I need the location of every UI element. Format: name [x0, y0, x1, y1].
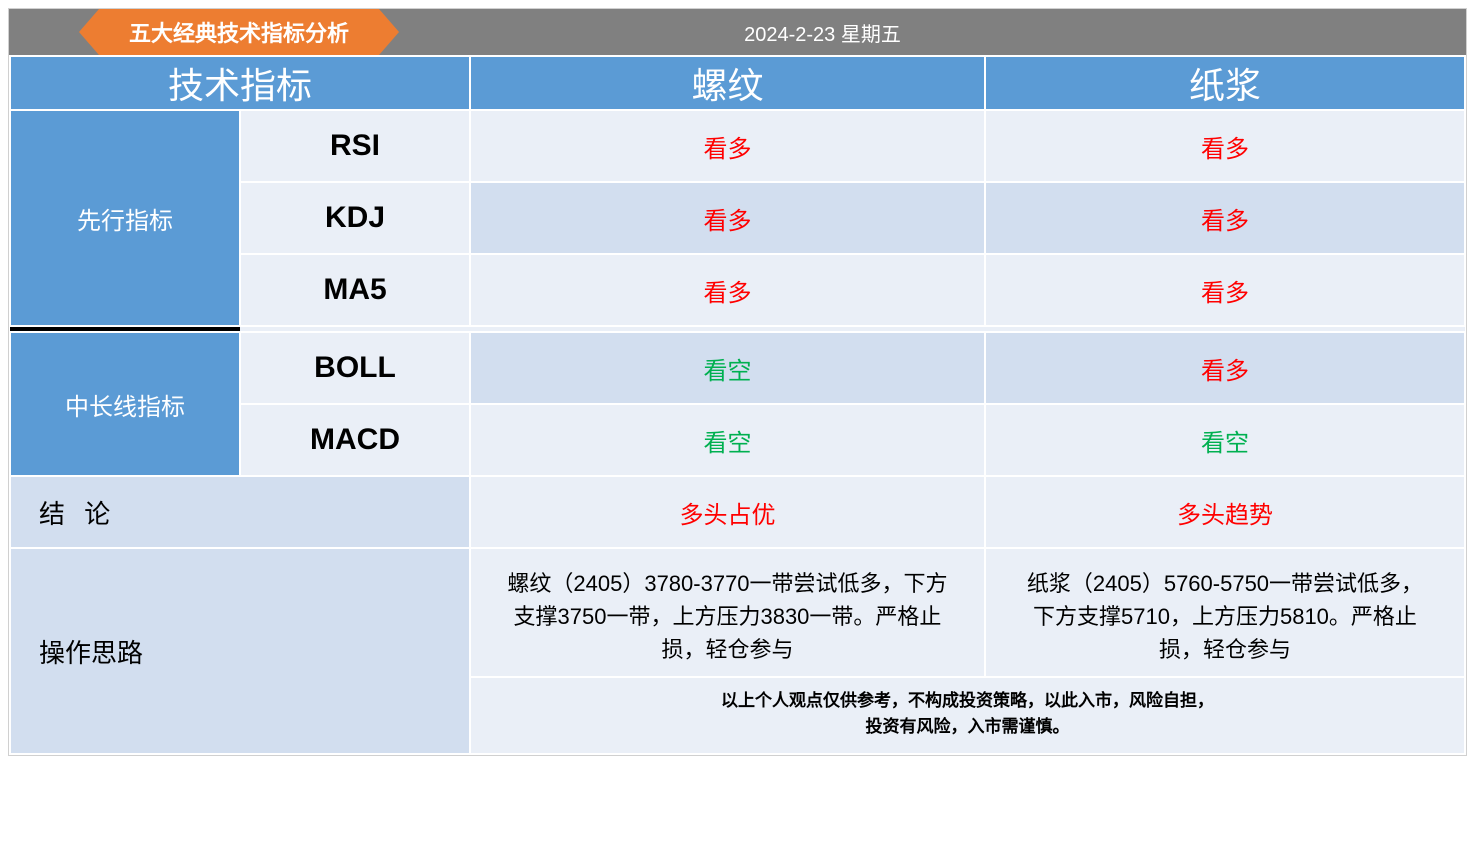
ma5-col1: 看多 [470, 254, 985, 326]
ma5-col2: 看多 [985, 254, 1465, 326]
strategy-col1: 螺纹（2405）3780-3770一带尝试低多，下方支撑3750一带，上方压力3… [470, 548, 985, 677]
boll-col2: 看多 [985, 332, 1465, 404]
rsi-col1: 看多 [470, 110, 985, 182]
header-date: 2024-2-23 星期五 [379, 9, 1466, 55]
indicator-ma5: MA5 [240, 254, 470, 326]
indicator-boll: BOLL [240, 332, 470, 404]
conclusion-col1: 多头占优 [470, 476, 985, 548]
group-midlong: 中长线指标 [10, 332, 240, 476]
indicator-macd: MACD [240, 404, 470, 476]
column-header-row: 技术指标 螺纹 纸浆 [10, 56, 1465, 110]
kdj-col1: 看多 [470, 182, 985, 254]
row-boll: 中长线指标 BOLL 看空 看多 [10, 332, 1465, 404]
rsi-col2: 看多 [985, 110, 1465, 182]
title-badge: 五大经典技术指标分析 [99, 9, 379, 55]
group-leading: 先行指标 [10, 110, 240, 326]
macd-col1: 看空 [470, 404, 985, 476]
analysis-table: 技术指标 螺纹 纸浆 先行指标 RSI 看多 看多 KDJ 看多 看多 MA5 … [9, 55, 1466, 755]
row-rsi: 先行指标 RSI 看多 看多 [10, 110, 1465, 182]
col-header-product2: 纸浆 [985, 56, 1465, 110]
indicator-rsi: RSI [240, 110, 470, 182]
col-header-indicator: 技术指标 [10, 56, 470, 110]
boll-col1: 看空 [470, 332, 985, 404]
conclusion-label: 结 论 [10, 476, 470, 548]
disclaimer-cell: 以上个人观点仅供参考，不构成投资策略，以此入市，风险自担， 投资有风险，入市需谨… [470, 677, 1465, 754]
macd-col2: 看空 [985, 404, 1465, 476]
strategy-label: 操作思路 [10, 548, 470, 754]
col-header-product1: 螺纹 [470, 56, 985, 110]
strategy-col2: 纸浆（2405）5760-5750一带尝试低多，下方支撑5710，上方压力581… [985, 548, 1465, 677]
indicator-kdj: KDJ [240, 182, 470, 254]
row-conclusion: 结 论 多头占优 多头趋势 [10, 476, 1465, 548]
conclusion-col2: 多头趋势 [985, 476, 1465, 548]
report-container: 五大经典技术指标分析 2024-2-23 星期五 技术指标 螺纹 纸浆 先行指标… [8, 8, 1467, 756]
disclaimer-line2: 投资有风险，入市需谨慎。 [866, 717, 1070, 736]
header-bar: 五大经典技术指标分析 2024-2-23 星期五 [9, 9, 1466, 55]
kdj-col2: 看多 [985, 182, 1465, 254]
title-text: 五大经典技术指标分析 [129, 16, 349, 48]
disclaimer-line1: 以上个人观点仅供参考，不构成投资策略，以此入市，风险自担， [721, 691, 1214, 710]
row-strategy: 操作思路 螺纹（2405）3780-3770一带尝试低多，下方支撑3750一带，… [10, 548, 1465, 677]
